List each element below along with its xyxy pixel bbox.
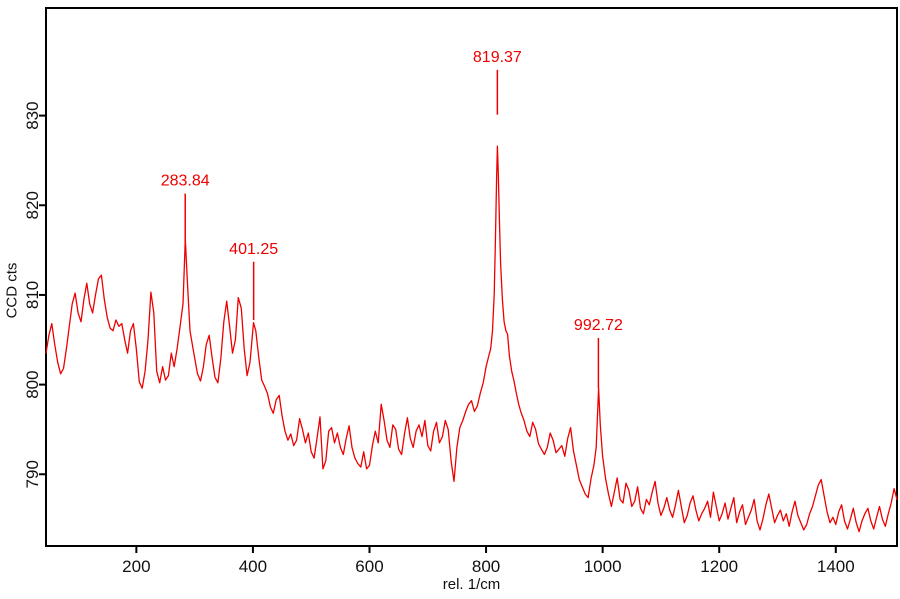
x-axis-title: rel. 1/cm: [442, 576, 501, 593]
y-tick-label: 820: [23, 191, 42, 219]
x-tick-label: 200: [122, 557, 150, 576]
y-axis-title: CCD cts: [3, 262, 21, 319]
x-tick-label: 1400: [817, 557, 855, 576]
x-tick-label: 1200: [700, 557, 738, 576]
peak-label: 819.37: [473, 49, 522, 66]
spectrum-trace: [45, 145, 898, 533]
x-tick-label: 400: [239, 557, 267, 576]
y-tick-label: 810: [23, 281, 42, 309]
x-tick-label: 600: [355, 557, 383, 576]
y-tick-label: 830: [23, 101, 42, 129]
peak-label: 283.84: [161, 173, 210, 190]
peak-label: 401.25: [229, 241, 278, 258]
x-tick-label: 1000: [584, 557, 622, 576]
x-tick-label: 800: [472, 557, 500, 576]
y-tick-label: 790: [23, 460, 42, 488]
peak-label: 992.72: [574, 317, 623, 334]
y-tick-label: 800: [23, 370, 42, 398]
plot-frame: [45, 7, 898, 547]
